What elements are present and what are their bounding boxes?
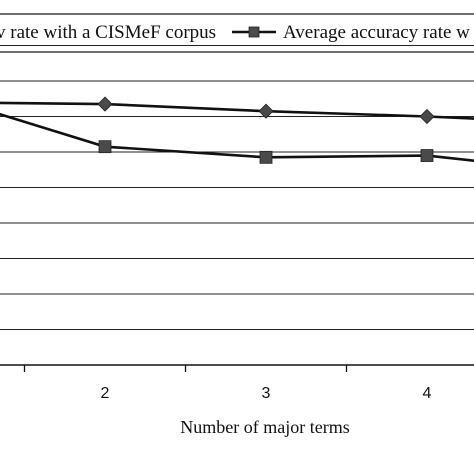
gridlines xyxy=(0,44,474,331)
data-point-square xyxy=(420,149,434,162)
data-point-square xyxy=(259,150,273,164)
x-axis-ticks: 2 3 4 xyxy=(23,365,432,402)
legend-label-series-1: v rate with a CISMeF corpus xyxy=(0,22,216,43)
x-tick-label: 4 xyxy=(423,385,432,402)
legend-entry-series-2: Average accuracy rate w xyxy=(232,22,470,43)
x-tick-label: 3 xyxy=(262,385,271,402)
series-markers xyxy=(97,96,435,164)
legend-label-series-2: Average accuracy rate w xyxy=(283,22,470,43)
x-tick-label: 2 xyxy=(101,385,110,402)
data-point-diamond xyxy=(97,96,113,112)
legend-entry-series-1: v rate with a CISMeF corpus xyxy=(0,22,216,43)
data-point-square xyxy=(98,140,112,154)
series-line-2 xyxy=(0,112,474,163)
data-point-diamond xyxy=(419,108,435,125)
series-line-1 xyxy=(0,101,474,120)
data-point-diamond xyxy=(258,103,274,119)
legend-marker-square xyxy=(248,26,260,38)
x-axis-title: Number of major terms xyxy=(180,417,349,437)
series-lines xyxy=(0,101,474,163)
